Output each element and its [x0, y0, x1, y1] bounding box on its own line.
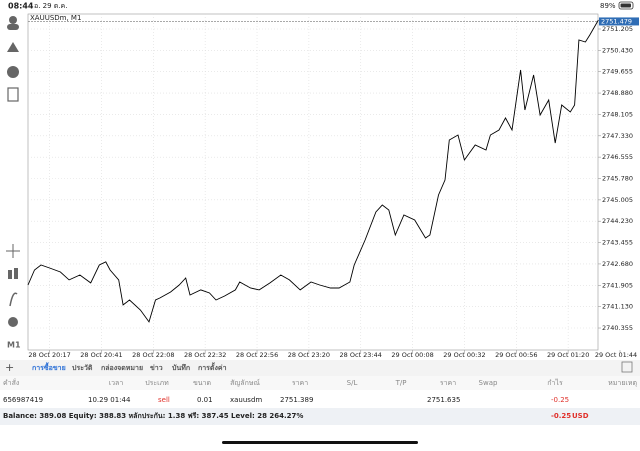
column-header: ประเภท [145, 379, 169, 387]
y-tick-label: 2742.680 [602, 260, 633, 268]
price-tag [599, 17, 639, 26]
x-tick-label: 29 Oct 01:20 [547, 351, 589, 359]
battery-icon [618, 1, 634, 10]
y-tick-label: 2751.205 [602, 25, 633, 33]
account-icon-body [7, 24, 19, 30]
position-row[interactable]: 656987419 10.29 01:44 sell 0.01 xauusdm … [3, 396, 569, 404]
margin-label: หลักประกัน: [129, 412, 166, 420]
tab[interactable]: การซื้อขาย [32, 361, 66, 372]
y-tick-label: 2748.880 [602, 89, 633, 97]
y-tick-label: 2745.005 [602, 196, 633, 204]
y-tick-label: 2750.430 [602, 46, 633, 54]
tab[interactable]: ประวัติ [72, 364, 93, 372]
status-time: 08:44 [8, 2, 34, 11]
column-header: T/P [395, 379, 407, 387]
volume-cell: 0.01 [197, 396, 213, 404]
equity: 388.83 [99, 412, 126, 420]
crosshair-icon[interactable] [6, 244, 20, 258]
order-cell: 656987419 [3, 396, 43, 404]
tab[interactable]: บันทึก [172, 363, 190, 372]
account-summary: Balance: 389.08 Equity: 388.83 หลักประกั… [3, 412, 303, 420]
free-label: ฟรี: [188, 412, 200, 420]
type-cell: sell [158, 396, 170, 404]
y-tick-label: 2747.330 [602, 132, 633, 140]
function-icon[interactable] [9, 292, 18, 307]
y-tick-label: 2741.130 [602, 303, 633, 311]
x-tick-label: 28 Oct 22:56 [236, 351, 278, 359]
table-header-bg [0, 376, 640, 390]
symbol-cell: xauusdm [230, 396, 262, 404]
x-tick-label: 29 Oct 00:08 [391, 351, 433, 359]
tab[interactable]: ข่าว [150, 364, 163, 372]
total-profit: -0.25 [551, 412, 571, 420]
y-tick-label: 2745.780 [602, 175, 633, 183]
status-date: อ. 29 ต.ค. [34, 2, 67, 10]
profit-cell: -0.25 [551, 396, 569, 404]
price-tag-label: 2751.479 [601, 17, 632, 25]
level: 28 264.27% [257, 412, 303, 420]
level-label: Level: [231, 412, 255, 420]
x-tick-label: 28 Oct 23:44 [340, 351, 382, 359]
margin: 1.38 [168, 412, 185, 420]
chart-title: XAUUSDm, M1 [30, 14, 81, 22]
column-header: คำสั่ง [3, 378, 19, 387]
price-line-series [27, 19, 599, 323]
y-tick-label: 2748.105 [602, 110, 633, 118]
column-header: สัญลักษณ์ [230, 379, 260, 387]
price-cell: 2751.635 [427, 396, 460, 404]
trade-icon[interactable] [7, 42, 19, 52]
battery-level [620, 3, 631, 8]
add-button[interactable]: + [5, 361, 14, 374]
timeframe-label[interactable]: M1 [7, 341, 21, 350]
x-tick-label: 28 Oct 20:17 [28, 351, 70, 359]
x-tick-label: 28 Oct 22:08 [132, 351, 174, 359]
y-tick-label: 2746.555 [602, 153, 633, 161]
free: 387.45 [202, 412, 229, 420]
account-icon[interactable] [9, 16, 17, 24]
x-tick-label: 28 Oct 23:20 [288, 351, 330, 359]
y-tick-label: 2740.355 [602, 324, 633, 332]
tab[interactable]: การตั้งค่า [198, 361, 227, 372]
summary-bg [0, 408, 640, 425]
balance-label: Balance: [3, 412, 37, 420]
balance: 389.08 [39, 412, 66, 420]
column-header: กำไร [547, 378, 563, 387]
tab[interactable]: กล่องจดหมาย [101, 364, 143, 372]
chart-frame [27, 13, 599, 351]
toolbar [6, 16, 20, 327]
new-chart-icon[interactable] [7, 87, 19, 102]
column-header: ราคา [440, 379, 456, 387]
home-indicator [222, 441, 418, 444]
column-header: S/L [347, 379, 358, 387]
column-header: เวลา [109, 379, 124, 387]
equity-label: Equity: [69, 412, 97, 420]
y-tick-label: 2749.655 [602, 68, 633, 76]
chat-icon[interactable] [7, 66, 19, 78]
column-header: หมายเหตุ [608, 379, 637, 387]
open-price-cell: 2751.389 [280, 396, 313, 404]
time-cell: 10.29 01:44 [88, 396, 131, 404]
x-tick-label: 28 Oct 22:32 [184, 351, 226, 359]
objects-icon[interactable] [8, 317, 18, 327]
x-tick-label: 28 Oct 20:41 [80, 351, 122, 359]
tab-bar [0, 360, 640, 376]
column-header: ราคา [292, 379, 308, 387]
currency: USD [572, 412, 589, 420]
x-tick-label: 29 Oct 00:32 [443, 351, 485, 359]
battery-text: 89% [600, 2, 616, 10]
x-tick-label: 29 Oct 01:44 [595, 351, 637, 359]
column-header: ขนาด [193, 379, 211, 387]
y-tick-label: 2744.230 [602, 217, 633, 225]
y-tick-label: 2743.455 [602, 239, 633, 247]
x-tick-label: 29 Oct 00:56 [495, 351, 537, 359]
indicator-icon[interactable] [8, 270, 12, 279]
indicator-icon-b [14, 268, 18, 279]
column-header: Swap [479, 379, 498, 387]
y-tick-label: 2741.905 [602, 281, 633, 289]
layout-icon[interactable] [621, 361, 633, 373]
